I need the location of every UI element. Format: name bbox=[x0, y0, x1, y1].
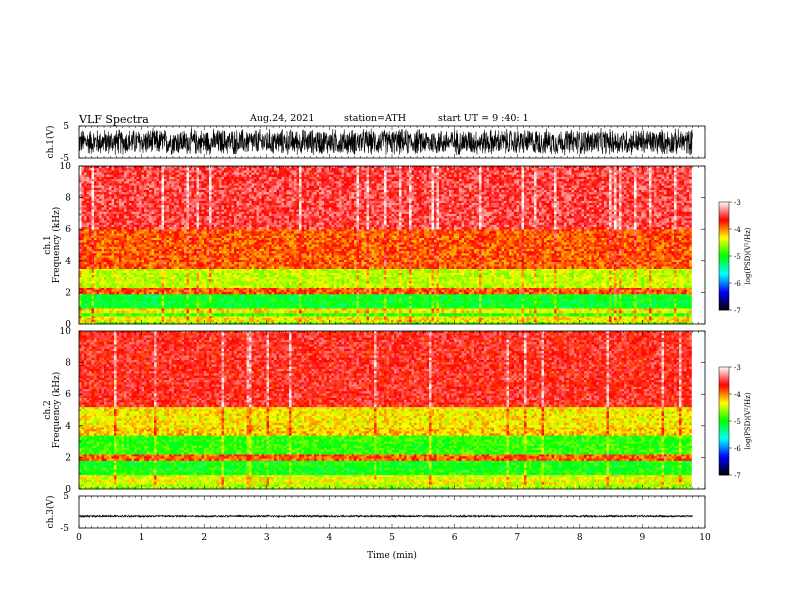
ch3-waveform-frame bbox=[79, 496, 705, 528]
y-tick-label: 4 bbox=[65, 257, 71, 267]
y-tick-label: -5 bbox=[60, 524, 69, 534]
colorbar: -3 -4 -5 -6 -7 log(PSD)(V²/Hz) bbox=[719, 364, 752, 480]
x-tick-label: 1 bbox=[139, 533, 145, 543]
x-axis-label: Time (min) bbox=[367, 550, 417, 561]
waveform-line bbox=[79, 128, 692, 155]
colorbar-tick-label: -6 bbox=[734, 280, 741, 288]
ch3-waveform-trace bbox=[79, 515, 692, 517]
x-tick-label: 2 bbox=[201, 533, 207, 543]
y-tick-label: 10 bbox=[60, 327, 72, 337]
ch2-spectrogram-heatmap bbox=[79, 331, 692, 489]
y-axis-label: Frequency (kHz) bbox=[51, 372, 62, 449]
colorbar-tick-label: -3 bbox=[734, 364, 741, 372]
y-tick-label: 2 bbox=[65, 453, 71, 463]
y-axis-label: ch.3(V) bbox=[45, 496, 56, 529]
ch1-waveform-trace bbox=[79, 128, 692, 155]
colorbar-label: log(PSD)(V²/Hz) bbox=[744, 392, 752, 449]
colorbar-tick-label: -7 bbox=[734, 472, 741, 480]
x-tick-label: 10 bbox=[699, 533, 711, 543]
colorbar: -3 -4 -5 -6 -7 log(PSD)(V²/Hz) bbox=[719, 199, 752, 315]
y-tick-label: 4 bbox=[65, 422, 71, 432]
colorbar-tick-label: -4 bbox=[734, 226, 741, 234]
x-tick-label: 5 bbox=[389, 533, 395, 543]
x-tick-label: 4 bbox=[327, 533, 333, 543]
y-tick-label: 6 bbox=[65, 225, 71, 235]
colorbar-tick-label: -4 bbox=[734, 391, 741, 399]
colorbar-tick-label: -5 bbox=[734, 253, 741, 261]
y-tick-label: 5 bbox=[63, 122, 69, 132]
colorbar-tick-label: -3 bbox=[734, 199, 741, 207]
x-tick-label: 6 bbox=[452, 533, 458, 543]
y-axis-label: ch.1(V) bbox=[45, 126, 56, 159]
y-axis-label: Frequency (kHz) bbox=[51, 207, 62, 284]
y-tick-label: 5 bbox=[63, 492, 69, 502]
x-tick-label: 0 bbox=[76, 533, 82, 543]
y-tick-label: 8 bbox=[65, 194, 71, 204]
ch1-spectrogram-heatmap bbox=[79, 166, 692, 324]
x-ticks: 0 1 2 3 4 5 6 7 8 9 10 bbox=[76, 496, 711, 543]
x-tick-label: 8 bbox=[577, 533, 583, 543]
x-tick-label: 7 bbox=[514, 533, 520, 543]
y-tick-label: 2 bbox=[65, 288, 71, 298]
colorbar-tick-label: -5 bbox=[734, 418, 741, 426]
colorbar-tick-label: -7 bbox=[734, 307, 741, 315]
y-tick-label: 10 bbox=[60, 162, 72, 172]
x-tick-label: 9 bbox=[640, 533, 646, 543]
colorbar-tick-label: -6 bbox=[734, 445, 741, 453]
y-tick-label: 6 bbox=[65, 390, 71, 400]
y-tick-label: 8 bbox=[65, 359, 71, 369]
waveform-line bbox=[79, 515, 692, 517]
colorbar-label: log(PSD)(V²/Hz) bbox=[744, 227, 752, 284]
x-tick-label: 3 bbox=[264, 533, 270, 543]
